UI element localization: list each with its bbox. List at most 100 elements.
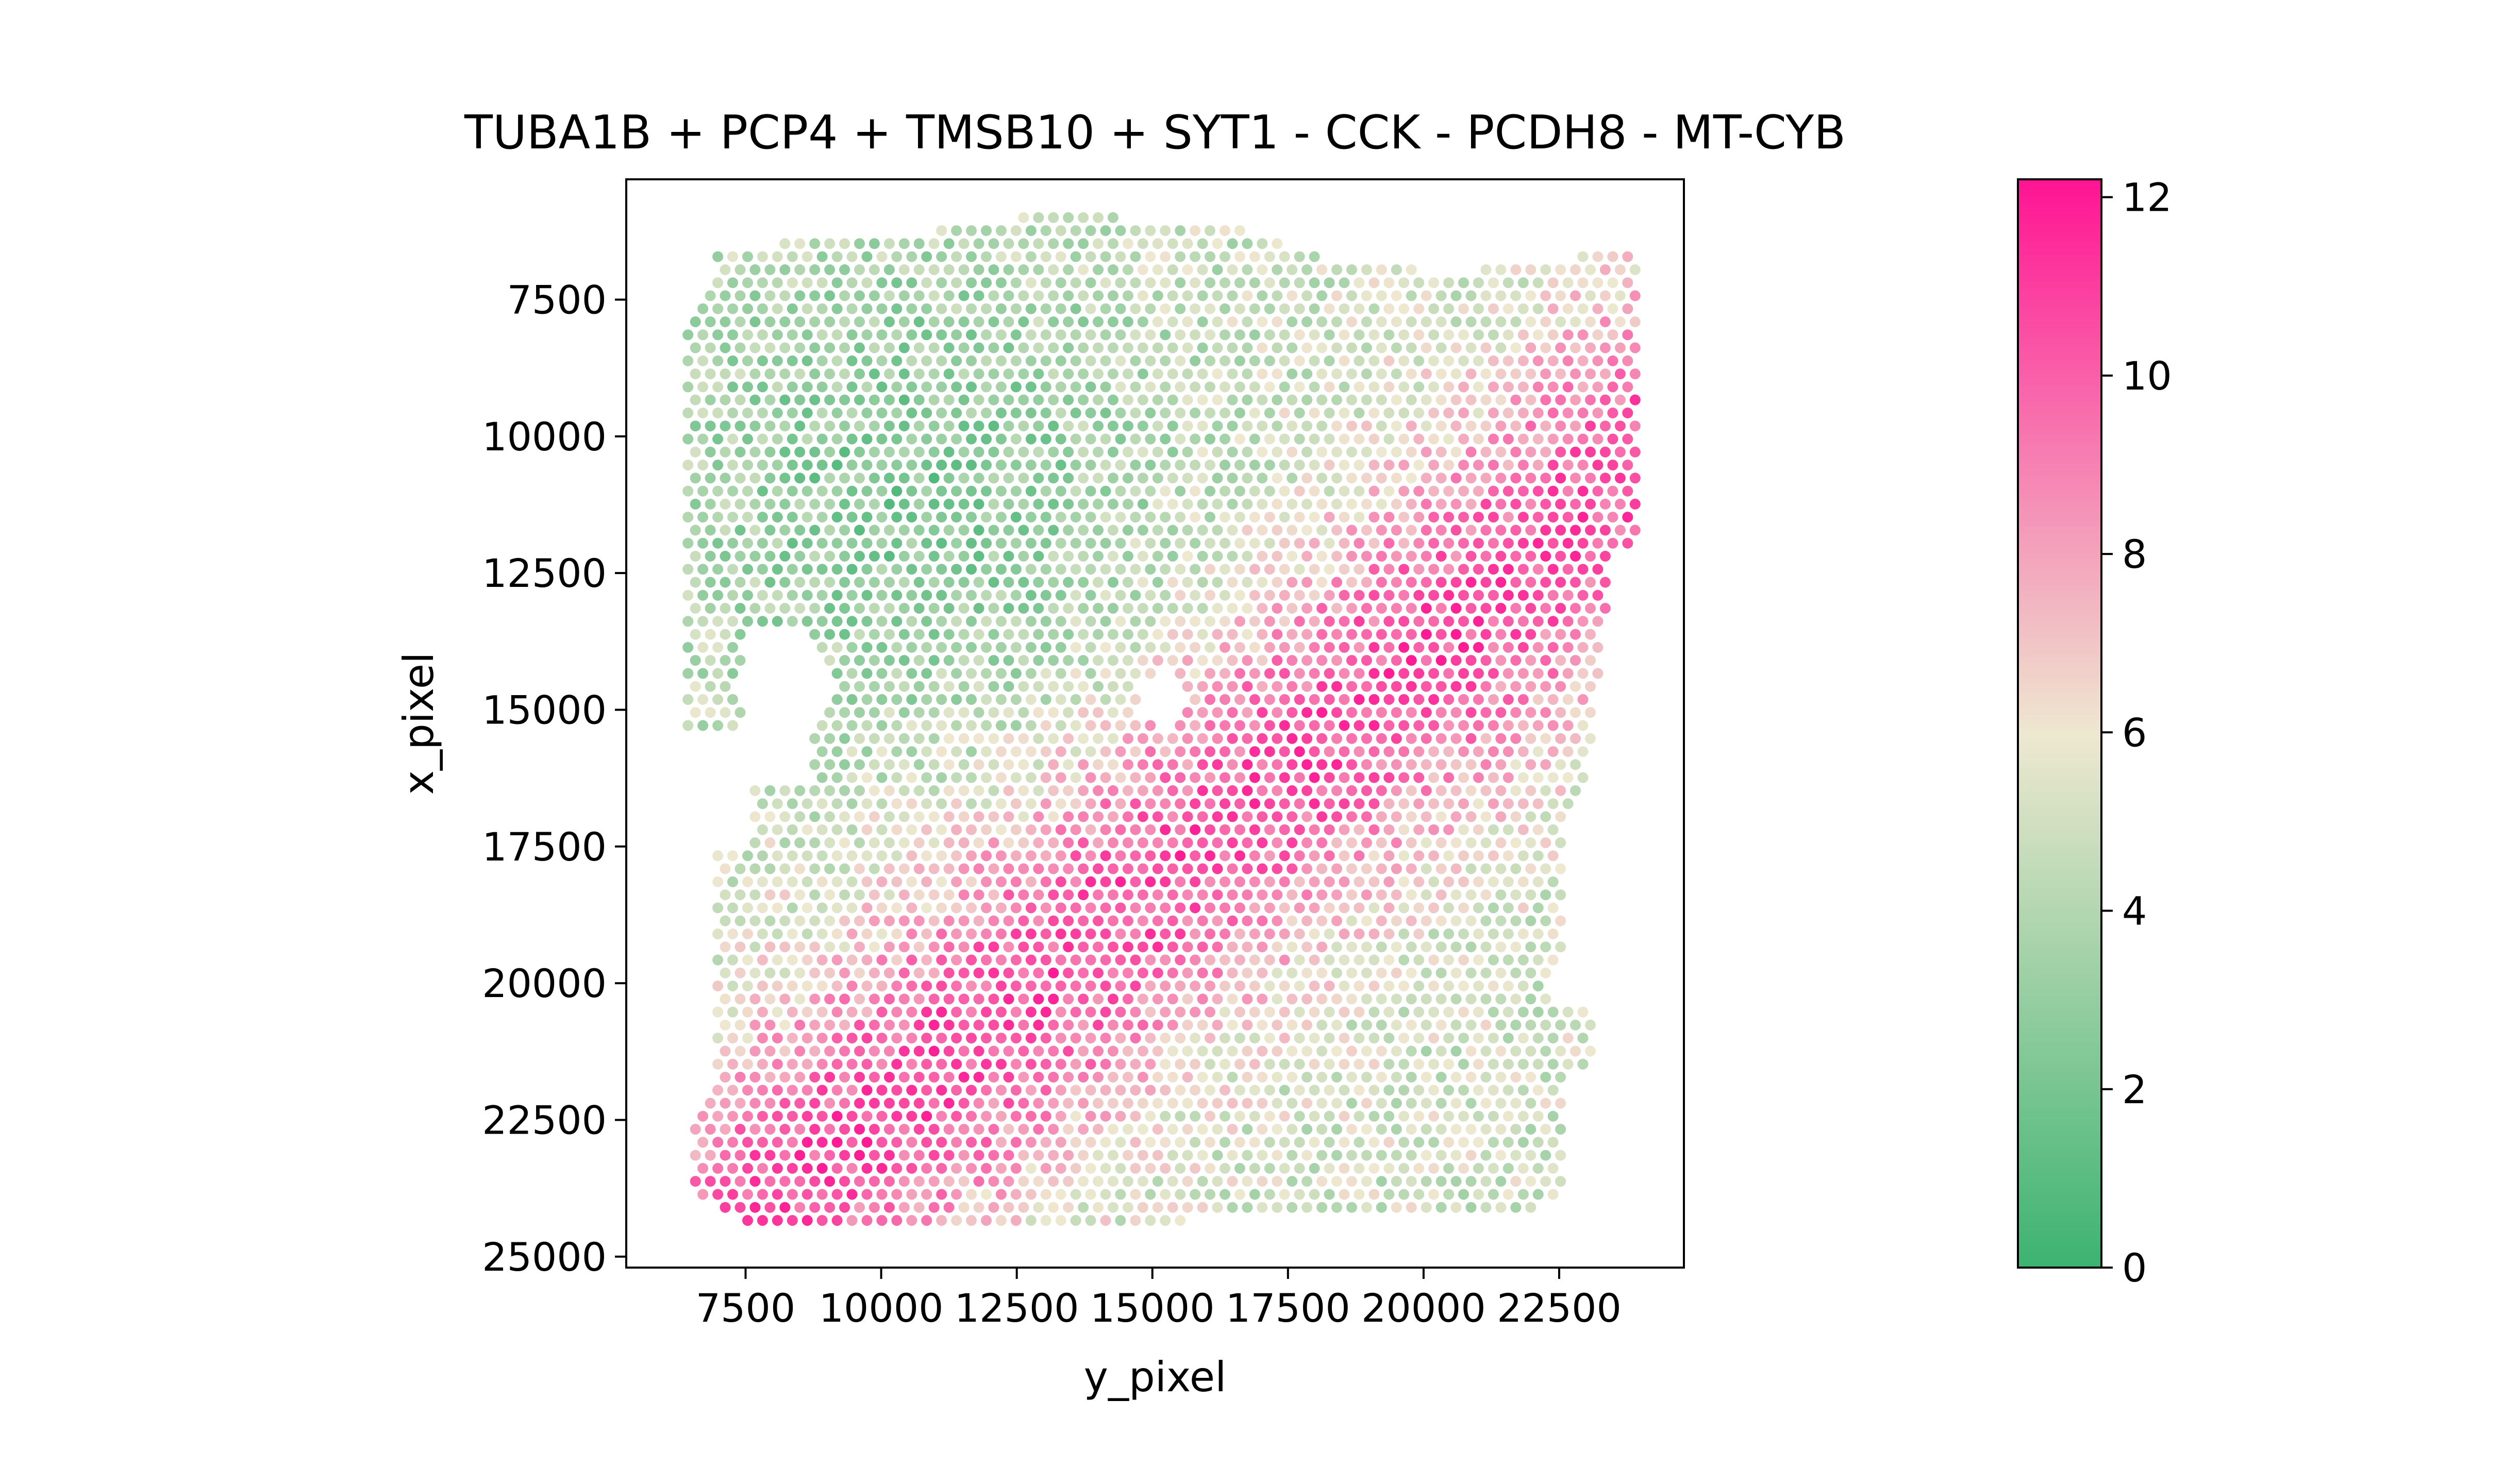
scatter-spot (1510, 577, 1522, 588)
scatter-spot (757, 1215, 768, 1226)
scatter-spot (1130, 772, 1141, 783)
scatter-spot (1093, 420, 1104, 432)
scatter-spot (787, 876, 798, 887)
scatter-spot (1085, 1085, 1096, 1096)
scatter-spot (1257, 967, 1268, 979)
scatter-spot (1264, 720, 1275, 731)
scatter-spot (1525, 1045, 1537, 1057)
scatter-spot (1376, 603, 1387, 614)
scatter-spot (1488, 407, 1499, 418)
scatter-spot (1220, 1058, 1230, 1070)
scatter-spot (824, 811, 836, 822)
scatter-spot (1376, 811, 1387, 822)
scatter-spot (1160, 1162, 1171, 1174)
scatter-spot (1212, 889, 1223, 901)
scatter-spot (816, 303, 828, 314)
scatter-spot (1063, 1045, 1074, 1057)
scatter-spot (1346, 733, 1357, 744)
scatter-spot (861, 850, 873, 862)
scatter-spot (1525, 316, 1537, 327)
scatter-spot (1227, 1202, 1238, 1213)
scatter-spot (891, 798, 903, 810)
scatter-spot (1003, 290, 1014, 301)
scatter-spot (943, 837, 955, 848)
scatter-spot (958, 759, 970, 770)
scatter-spot (1383, 642, 1395, 653)
scatter-spot (1450, 1124, 1462, 1135)
scatter-spot (1078, 1124, 1089, 1135)
scatter-spot (1368, 564, 1380, 575)
scatter-spot (966, 1189, 977, 1200)
scatter-spot (824, 1045, 836, 1057)
scatter-spot (906, 720, 917, 731)
scatter-spot (1532, 1058, 1544, 1070)
scatter-spot (1182, 993, 1193, 1005)
scatter-spot (1040, 824, 1051, 835)
scatter-spot (1279, 329, 1290, 341)
scatter-spot (1115, 928, 1126, 939)
scatter-spot (1055, 1033, 1066, 1044)
scatter-spot (1085, 981, 1096, 991)
scatter-spot (1048, 707, 1059, 718)
scatter-spot (898, 550, 910, 562)
scatter-spot (682, 355, 694, 366)
scatter-spot (861, 303, 873, 314)
scatter-spot (824, 1019, 836, 1031)
scatter-spot (1450, 915, 1462, 926)
scatter-spot (1175, 928, 1186, 939)
scatter-spot (749, 603, 761, 614)
scatter-spot (734, 550, 746, 562)
scatter-spot (1361, 1176, 1372, 1187)
scatter-spot (1339, 798, 1350, 810)
scatter-spot (1070, 1189, 1081, 1200)
scatter-spot (1361, 837, 1372, 848)
scatter-spot (1122, 264, 1133, 275)
scatter-spot (1190, 329, 1201, 341)
scatter-spot (1465, 1202, 1477, 1213)
scatter-spot (1413, 694, 1425, 705)
scatter-spot (1078, 837, 1089, 848)
scatter-spot (1361, 603, 1372, 614)
scatter-spot (1018, 1019, 1029, 1031)
scatter-spot (1316, 1045, 1328, 1057)
scatter-spot (1227, 1071, 1238, 1083)
scatter-spot (749, 889, 761, 901)
scatter-spot (1003, 1019, 1014, 1031)
scatter-spot (951, 902, 962, 914)
scatter-spot (1502, 1033, 1514, 1044)
scatter-spot (1547, 746, 1559, 757)
scatter-spot (690, 1124, 701, 1135)
scatter-spot (1070, 720, 1081, 731)
scatter-spot (682, 589, 694, 601)
scatter-spot (1190, 668, 1201, 679)
scatter-spot (1160, 225, 1171, 237)
scatter-spot (824, 1124, 836, 1135)
scatter-spot (1107, 655, 1118, 666)
scatter-spot (1525, 342, 1537, 353)
scatter-spot (1257, 1045, 1268, 1057)
scatter-spot (1450, 603, 1462, 614)
scatter-spot (1249, 1033, 1260, 1044)
scatter-spot (1435, 368, 1447, 380)
scatter-spot (973, 811, 984, 822)
scatter-spot (705, 629, 716, 640)
scatter-spot (1249, 824, 1260, 835)
scatter-spot (1421, 1150, 1432, 1161)
scatter-spot (1249, 876, 1260, 887)
scatter-spot (794, 1202, 806, 1213)
scatter-spot (764, 785, 776, 796)
scatter-spot (869, 525, 880, 536)
scatter-spot (906, 407, 917, 418)
scatter-spot (1190, 225, 1201, 237)
scatter-spot (1010, 1162, 1022, 1174)
scatter-spot (891, 589, 903, 601)
scatter-spot (1033, 889, 1044, 901)
scatter-spot (1413, 1189, 1425, 1200)
scatter-spot (1115, 720, 1126, 731)
scatter-spot (1048, 498, 1059, 510)
scatter-spot (1040, 1215, 1051, 1226)
scatter-spot (1585, 577, 1596, 588)
scatter-spot (1040, 1033, 1051, 1044)
scatter-spot (1249, 564, 1260, 575)
scatter-spot (1130, 902, 1141, 914)
